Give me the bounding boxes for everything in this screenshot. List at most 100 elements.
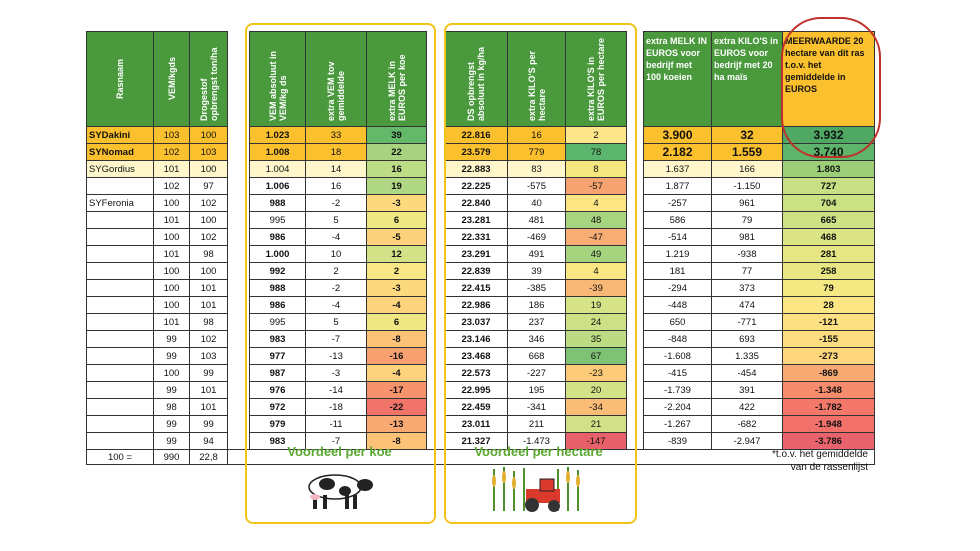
table-row: 101 98 995 5 6 23.037 237 24 650 -771 -121 (86, 313, 875, 331)
kilo-bedrijf-cell: 32 (711, 126, 783, 144)
label-per-koe: Voordeel per koe (287, 444, 392, 459)
ds-opbrengst-cell: 101 (189, 398, 228, 416)
extra-melk-koe-cell: -5 (366, 228, 427, 246)
vem-absoluut-cell: 1.023 (249, 126, 306, 144)
kilo-bedrijf-cell: 422 (711, 398, 783, 416)
meerwaarde-cell: 28 (782, 296, 875, 314)
ds-opbrengst-cell: 98 (189, 313, 228, 331)
extra-melk-koe-cell: 6 (366, 313, 427, 331)
melk-bedrijf-cell: -1.608 (643, 347, 712, 365)
extra-melk-koe-cell: -4 (366, 296, 427, 314)
rasnaam-cell (86, 177, 154, 195)
label-per-hectare: Voordeel per hectare (474, 444, 603, 459)
melk-bedrijf-cell: -415 (643, 364, 712, 382)
rasnaam-cell (86, 262, 154, 280)
header-extra-melk-koe: extra MELK in EUROS per koe (366, 31, 427, 127)
kilo-bedrijf-cell: 1.335 (711, 347, 783, 365)
table-row: SYGordius 101 100 1.004 14 16 22.883 83 8 1.637 16… (86, 160, 875, 178)
kilo-bedrijf-cell: 166 (711, 160, 783, 178)
footnote-line2: van de rassenlijst (790, 462, 868, 473)
footnote-line1: *t.o.v. het gemiddelde (772, 449, 868, 460)
rasnaam-cell (86, 398, 154, 416)
ds-absoluut-cell: 22.883 (444, 160, 508, 178)
melk-bedrijf-cell: -848 (643, 330, 712, 348)
melk-bedrijf-cell: -294 (643, 279, 712, 297)
ds-opbrengst-cell: 102 (189, 228, 228, 246)
vem-absoluut-cell: 1.008 (249, 143, 306, 161)
meerwaarde-cell: 468 (782, 228, 875, 246)
table-row: 100 101 986 -4 -4 22.986 186 19 -448 474 28 (86, 296, 875, 314)
meerwaarde-cell: 258 (782, 262, 875, 280)
meerwaarde-cell: -1.782 (782, 398, 875, 416)
vem-kgds-cell: 101 (153, 211, 190, 229)
vem-kgds-cell: 99 (153, 347, 190, 365)
meerwaarde-cell: 79 (782, 279, 875, 297)
meerwaarde-cell: -155 (782, 330, 875, 348)
extra-kilo-euro-cell: 20 (565, 381, 627, 399)
vem-kgds-cell: 102 (153, 143, 190, 161)
rasnaam-cell (86, 211, 154, 229)
melk-bedrijf-cell: -1.739 (643, 381, 712, 399)
footer-label: 100 = (86, 449, 154, 465)
melk-bedrijf-cell: 650 (643, 313, 712, 331)
ds-opbrengst-cell: 97 (189, 177, 228, 195)
rasnaam-cell (86, 347, 154, 365)
table-row: 101 100 995 5 6 23.281 481 48 586 79 665 (86, 211, 875, 229)
extra-melk-koe-cell: -4 (366, 364, 427, 382)
table-row: 100 100 992 2 2 22.839 39 4 181 77 258 (86, 262, 875, 280)
melk-bedrijf-cell: -514 (643, 228, 712, 246)
table-row: 100 102 986 -4 -5 22.331 -469 -47 -514 981 468 (86, 228, 875, 246)
vem-kgds-cell: 100 (153, 194, 190, 212)
table-row: 99 99 979 -11 -13 23.011 211 21 -1.267 -682 -1.948 (86, 415, 875, 433)
rasnaam-cell (86, 313, 154, 331)
rasnaam-cell (86, 432, 154, 450)
rasnaam-cell (86, 245, 154, 263)
extra-melk-koe-cell: -3 (366, 279, 427, 297)
vem-kgds-cell: 99 (153, 330, 190, 348)
extra-kilo-euro-cell: 49 (565, 245, 627, 263)
header-kilo-bedrijf: extra KILO'S in EUROS voor bedrijf met 2… (711, 31, 783, 127)
vem-kgds-cell: 102 (153, 177, 190, 195)
meerwaarde-cell: -869 (782, 364, 875, 382)
extra-melk-koe-cell: -16 (366, 347, 427, 365)
kilo-bedrijf-cell: -682 (711, 415, 783, 433)
kilo-bedrijf-cell: 79 (711, 211, 783, 229)
voordeel-koe-frame (245, 23, 436, 524)
rasnaam-cell (86, 330, 154, 348)
extra-melk-koe-cell: 39 (366, 126, 427, 144)
melk-bedrijf-cell: -448 (643, 296, 712, 314)
kilo-bedrijf-cell: 77 (711, 262, 783, 280)
extra-melk-koe-cell: 22 (366, 143, 427, 161)
kilo-bedrijf-cell: -771 (711, 313, 783, 331)
meerwaarde-cell: 1.803 (782, 160, 875, 178)
footer-row: 100 = 990 22,8 (86, 449, 875, 465)
rasnaam-cell (86, 228, 154, 246)
footnote: *t.o.v. het gemiddelde van de rassenlijs… (700, 448, 868, 474)
header-vem-absoluut: VEM absoluut in VEM/kg ds (249, 31, 306, 127)
kilo-bedrijf-cell: 981 (711, 228, 783, 246)
meerwaarde-cell: -273 (782, 347, 875, 365)
header-extra-kilo-ha: extra KILO'S per hectare (507, 31, 566, 127)
extra-melk-koe-cell: -3 (366, 194, 427, 212)
rasnaam-cell: SYGordius (86, 160, 154, 178)
rasnaam-cell (86, 364, 154, 382)
table-row: 99 102 983 -7 -8 23.146 346 35 -848 693 -155 (86, 330, 875, 348)
meerwaarde-highlight-ring (781, 17, 881, 158)
vem-kgds-cell: 101 (153, 313, 190, 331)
table-row: SYFeronia 100 102 988 -2 -3 22.840 40 4 -257 961 70… (86, 194, 875, 212)
melk-bedrijf-cell: 1.219 (643, 245, 712, 263)
vem-kgds-cell: 98 (153, 398, 190, 416)
ds-opbrengst-cell: 100 (189, 126, 228, 144)
table-row: 100 101 988 -2 -3 22.415 -385 -39 -294 373 79 (86, 279, 875, 297)
vem-kgds-cell: 101 (153, 160, 190, 178)
header-melk-bedrijf: extra MELK IN EUROS voor bedrijf met 100… (643, 31, 712, 127)
ds-opbrengst-cell: 101 (189, 381, 228, 399)
melk-bedrijf-cell: 586 (643, 211, 712, 229)
ds-opbrengst-cell: 101 (189, 296, 228, 314)
ds-absoluut-cell: 22.816 (444, 126, 508, 144)
melk-bedrijf-cell: -839 (643, 432, 712, 450)
vem-kgds-cell: 100 (153, 228, 190, 246)
header-vem-kgds: VEM/kgds (153, 31, 190, 127)
kilo-bedrijf-cell: -454 (711, 364, 783, 382)
kilo-bedrijf-cell: 961 (711, 194, 783, 212)
